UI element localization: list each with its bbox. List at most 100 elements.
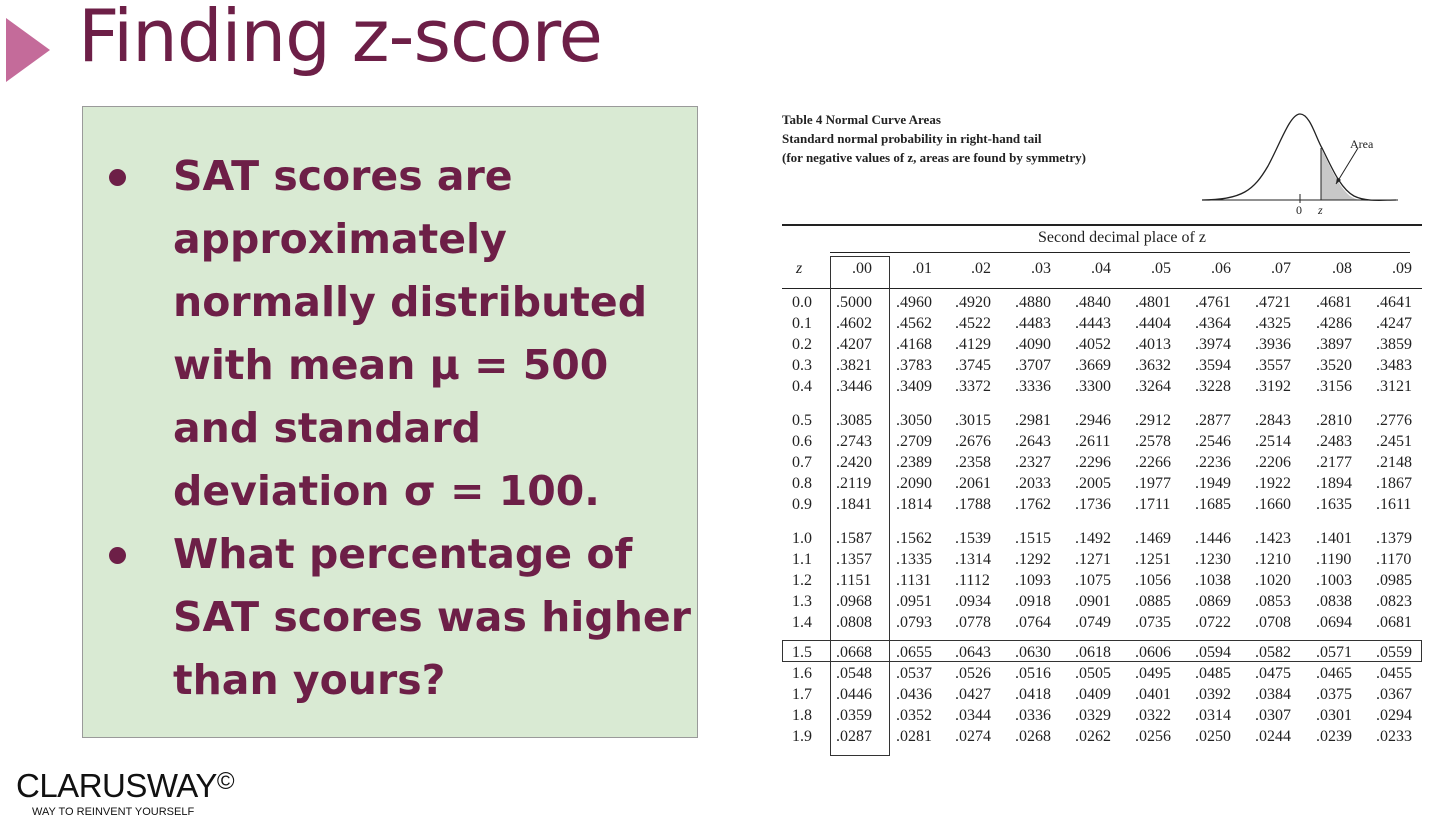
question-box: SAT scores are approximately normally di… xyxy=(82,106,698,738)
table-cell: .0516 xyxy=(1015,665,1051,682)
table-cell: .1271 xyxy=(1075,551,1111,568)
table-cell: .4090 xyxy=(1015,336,1051,353)
table-cell: .1230 xyxy=(1195,551,1231,568)
table-cell: .3936 xyxy=(1255,336,1291,353)
table-cell: .2676 xyxy=(955,433,991,450)
table-cell: .1292 xyxy=(1015,551,1051,568)
zero-label: 0 xyxy=(1296,203,1302,217)
table-cell: .4801 xyxy=(1135,294,1171,311)
table-cell: .0274 xyxy=(955,728,991,745)
table-cell: .4286 xyxy=(1316,315,1352,332)
table-cell: .0764 xyxy=(1015,614,1051,631)
table-cell: .0722 xyxy=(1195,614,1231,631)
highlighted-row-box xyxy=(782,640,1422,662)
table-cell: .3372 xyxy=(955,378,991,395)
table-cell: .3707 xyxy=(1015,357,1051,374)
table-cell: .0392 xyxy=(1195,686,1231,703)
table-caption: Table 4 Normal Curve Areas Standard norm… xyxy=(782,110,1086,167)
table-cell: .4602 xyxy=(836,315,872,332)
column-header: .04 xyxy=(1091,260,1111,277)
table-cell: .2981 xyxy=(1015,412,1051,429)
table-cell: .0281 xyxy=(896,728,932,745)
table-cell: .2090 xyxy=(896,475,932,492)
table-cell: .2843 xyxy=(1255,412,1291,429)
z-row-label: 0.0 xyxy=(792,294,812,311)
table-cell: .2327 xyxy=(1015,454,1051,471)
column-00-box xyxy=(830,256,890,756)
table-cell: .4052 xyxy=(1075,336,1111,353)
table-cell: .3859 xyxy=(1376,336,1412,353)
table-cell: .2236 xyxy=(1195,454,1231,471)
table-cell: .1814 xyxy=(896,496,932,513)
table-cell: .0418 xyxy=(1015,686,1051,703)
table-cell: .1660 xyxy=(1255,496,1291,513)
table-cell: .3085 xyxy=(836,412,872,429)
table-cell: .4880 xyxy=(1015,294,1051,311)
table-cell: .2119 xyxy=(836,475,872,492)
table-cell: .2148 xyxy=(1376,454,1412,471)
z-row-label: 1.9 xyxy=(792,728,812,745)
table-cell: .1515 xyxy=(1015,530,1051,547)
table-cell: .0436 xyxy=(896,686,932,703)
table-cell: .2358 xyxy=(955,454,991,471)
table-cell: .0749 xyxy=(1075,614,1111,631)
table-cell: .2420 xyxy=(836,454,872,471)
bullet-icon xyxy=(109,169,126,186)
bullet-text: SAT scores are approximately normally di… xyxy=(173,152,648,515)
table-cell: .0968 xyxy=(836,593,872,610)
caption-line: Standard normal probability in right-han… xyxy=(782,131,1042,146)
table-cell: .0793 xyxy=(896,614,932,631)
table-cell: .0630 xyxy=(1015,644,1051,661)
table-cell: .4207 xyxy=(836,336,872,353)
table-cell: .0352 xyxy=(896,707,932,724)
table-cell: .0367 xyxy=(1376,686,1412,703)
table-cell: .3594 xyxy=(1195,357,1231,374)
table-cell: .1635 xyxy=(1316,496,1352,513)
column-header: .07 xyxy=(1271,260,1291,277)
table-cell: .1151 xyxy=(836,572,872,589)
z-column-header: z xyxy=(796,260,803,277)
table-cell: .3050 xyxy=(896,412,932,429)
column-header: .01 xyxy=(912,260,932,277)
z-row-label: 0.9 xyxy=(792,496,812,513)
table-cell: .0495 xyxy=(1135,665,1171,682)
table-cell: .0233 xyxy=(1376,728,1412,745)
table-cell: .2546 xyxy=(1195,433,1231,450)
table-cell: .2709 xyxy=(896,433,932,450)
table-cell: .0256 xyxy=(1135,728,1171,745)
table-cell: .1611 xyxy=(1376,496,1412,513)
table-cell: .0427 xyxy=(955,686,991,703)
table-cell: .3557 xyxy=(1255,357,1291,374)
table-cell: .0853 xyxy=(1255,593,1291,610)
bullet-icon xyxy=(109,547,126,564)
table-cell: .1469 xyxy=(1135,530,1171,547)
table-cell: .0869 xyxy=(1195,593,1231,610)
second-decimal-rule xyxy=(830,252,1410,253)
table-cell: .0294 xyxy=(1376,707,1412,724)
table-cell: .0314 xyxy=(1195,707,1231,724)
table-cell: .3520 xyxy=(1316,357,1352,374)
z-row-label: 0.2 xyxy=(792,336,812,353)
table-cell: .0375 xyxy=(1316,686,1352,703)
table-cell: .1038 xyxy=(1195,572,1231,589)
normal-curve-table: Table 4 Normal Curve Areas Standard norm… xyxy=(782,108,1422,758)
z-row-label: 0.3 xyxy=(792,357,812,374)
table-cell: .0336 xyxy=(1015,707,1051,724)
table-cell: .3121 xyxy=(1376,378,1412,395)
table-cell: .2483 xyxy=(1316,433,1352,450)
table-cell: .1056 xyxy=(1135,572,1171,589)
table-cell: .3669 xyxy=(1075,357,1111,374)
table-cell: .3015 xyxy=(955,412,991,429)
table-cell: .1922 xyxy=(1255,475,1291,492)
z-row-label: 1.0 xyxy=(792,530,812,547)
area-arrowhead xyxy=(1336,177,1341,184)
table-cell: .0838 xyxy=(1316,593,1352,610)
table-cell: .0694 xyxy=(1316,614,1352,631)
table-cell: .0559 xyxy=(1376,644,1412,661)
table-cell: .0548 xyxy=(836,665,872,682)
z-row-label: 0.1 xyxy=(792,315,812,332)
logo-wordmark: CLARUSWAY© xyxy=(16,768,235,804)
title-arrow-icon xyxy=(6,18,50,82)
table-cell: .0409 xyxy=(1075,686,1111,703)
table-cell: .3783 xyxy=(896,357,932,374)
